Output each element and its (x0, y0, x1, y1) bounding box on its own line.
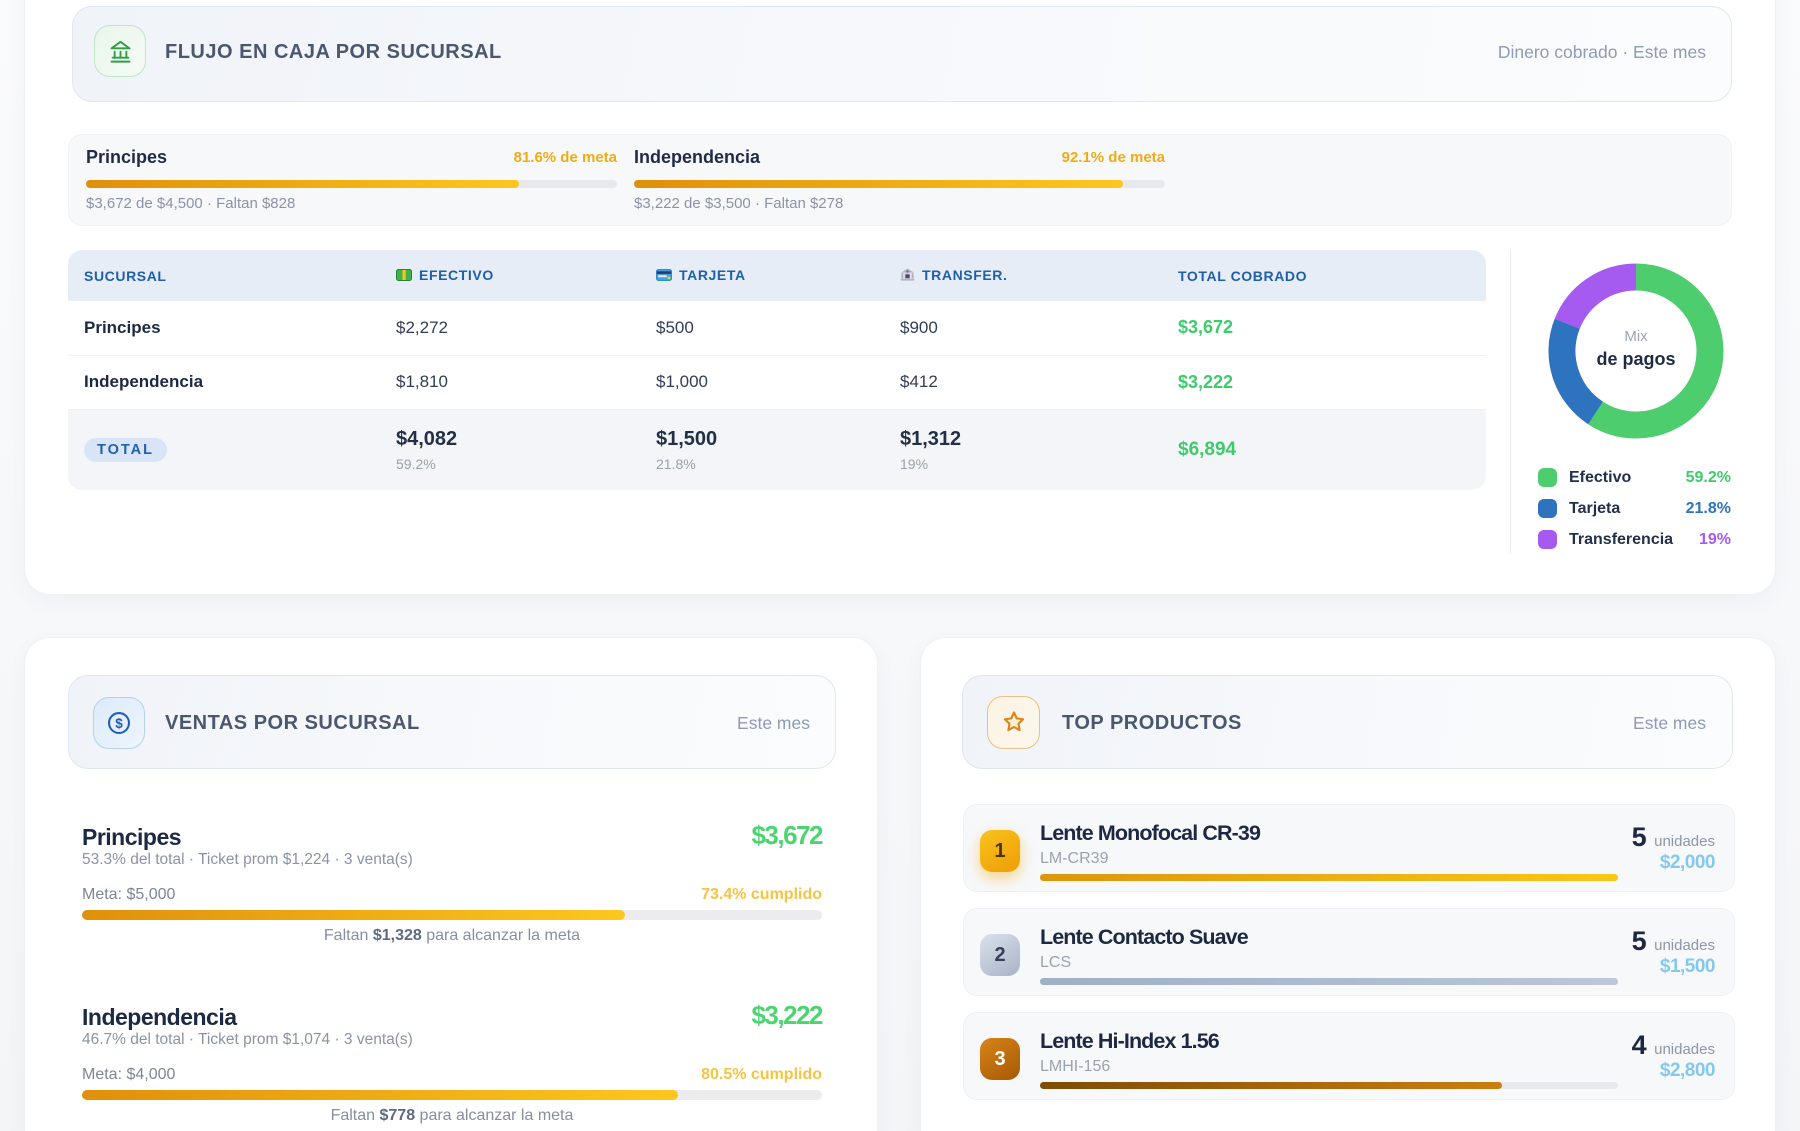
svg-text:$: $ (115, 716, 123, 731)
